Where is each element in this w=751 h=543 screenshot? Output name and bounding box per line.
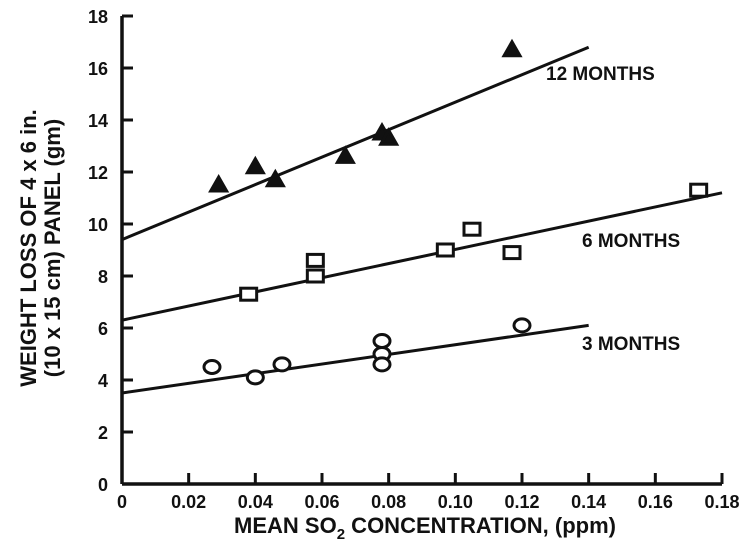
- y-axis-title-line1: WEIGHT LOSS OF 4 x 6 in.: [16, 109, 41, 386]
- x-tick-label: 0: [117, 492, 127, 512]
- x-tick-label: 0.04: [238, 492, 273, 512]
- data-point-6-months: [689, 182, 709, 198]
- data-point-12-months: [264, 168, 286, 188]
- x-tick-label: 0.14: [571, 492, 606, 512]
- data-point-3-months: [272, 356, 292, 373]
- data-point-3-months: [372, 333, 392, 349]
- y-tick-label: 18: [88, 7, 108, 27]
- x-tick-label: 0.10: [438, 492, 473, 512]
- y-tick-label: 14: [88, 111, 108, 131]
- data-point-3-months: [372, 356, 392, 373]
- data-point-12-months: [244, 155, 266, 175]
- series-label-6-months: 6 MONTHS: [582, 231, 680, 252]
- x-axis-title-subscript: 2: [337, 526, 345, 543]
- y-tick-label: 2: [98, 423, 108, 443]
- trend-line-3-months: [121, 323, 589, 395]
- y-tick-label: 10: [88, 215, 108, 235]
- data-point-12-months: [208, 173, 230, 193]
- y-axis-title: WEIGHT LOSS OF 4 x 6 in. (10 x 15 cm) PA…: [16, 109, 65, 386]
- data-point-3-months: [245, 369, 265, 386]
- data-point-3-months: [512, 317, 532, 334]
- x-tick-label: 0.12: [504, 492, 539, 512]
- data-point-6-months: [435, 242, 455, 258]
- data-point-6-months: [305, 268, 325, 284]
- trend-line-12-months: [121, 45, 590, 241]
- y-tick-label: 8: [98, 267, 108, 287]
- data-point-12-months: [501, 38, 523, 58]
- y-axis-title-line2: (10 x 15 cm) PANEL (gm): [40, 119, 65, 377]
- x-tick-label: 0.02: [171, 492, 206, 512]
- data-markers: [202, 38, 709, 386]
- data-point-12-months: [378, 127, 400, 146]
- y-tick-label: 0: [98, 475, 108, 495]
- x-tick-label: 0.16: [638, 492, 673, 512]
- x-axis-title: MEAN SO2 CONCENTRATION, (ppm): [234, 513, 616, 543]
- series-labels: 12 MONTHS 6 MONTHS 3 MONTHS: [546, 64, 680, 355]
- x-axis-title-main: MEAN SO: [234, 513, 337, 538]
- y-tick-label: 4: [98, 371, 108, 391]
- data-point-6-months: [239, 286, 259, 302]
- x-tick-label: 0.08: [371, 492, 406, 512]
- x-axis-title-suffix: CONCENTRATION, (ppm): [345, 513, 616, 538]
- x-tick-label: 0.18: [704, 492, 739, 512]
- y-tick-label: 16: [88, 59, 108, 79]
- series-label-3-months: 3 MONTHS: [582, 334, 680, 355]
- data-point-6-months: [462, 221, 482, 237]
- trend-line-6-months: [121, 191, 723, 322]
- data-point-6-months: [305, 252, 325, 268]
- data-point-3-months: [202, 359, 222, 375]
- y-tick-label: 12: [88, 163, 108, 183]
- x-tick-label: 0.06: [304, 492, 339, 512]
- data-point-12-months: [334, 145, 356, 164]
- axes: 0 2 4 6 8 10 12 14 16 18 0 0.02 0.04 0.06 0.08 0.10 0.12…: [88, 7, 740, 512]
- y-tick-label: 6: [98, 319, 108, 339]
- trend-lines: [121, 45, 723, 395]
- series-label-12-months: 12 MONTHS: [546, 64, 655, 85]
- data-point-6-months: [502, 245, 522, 261]
